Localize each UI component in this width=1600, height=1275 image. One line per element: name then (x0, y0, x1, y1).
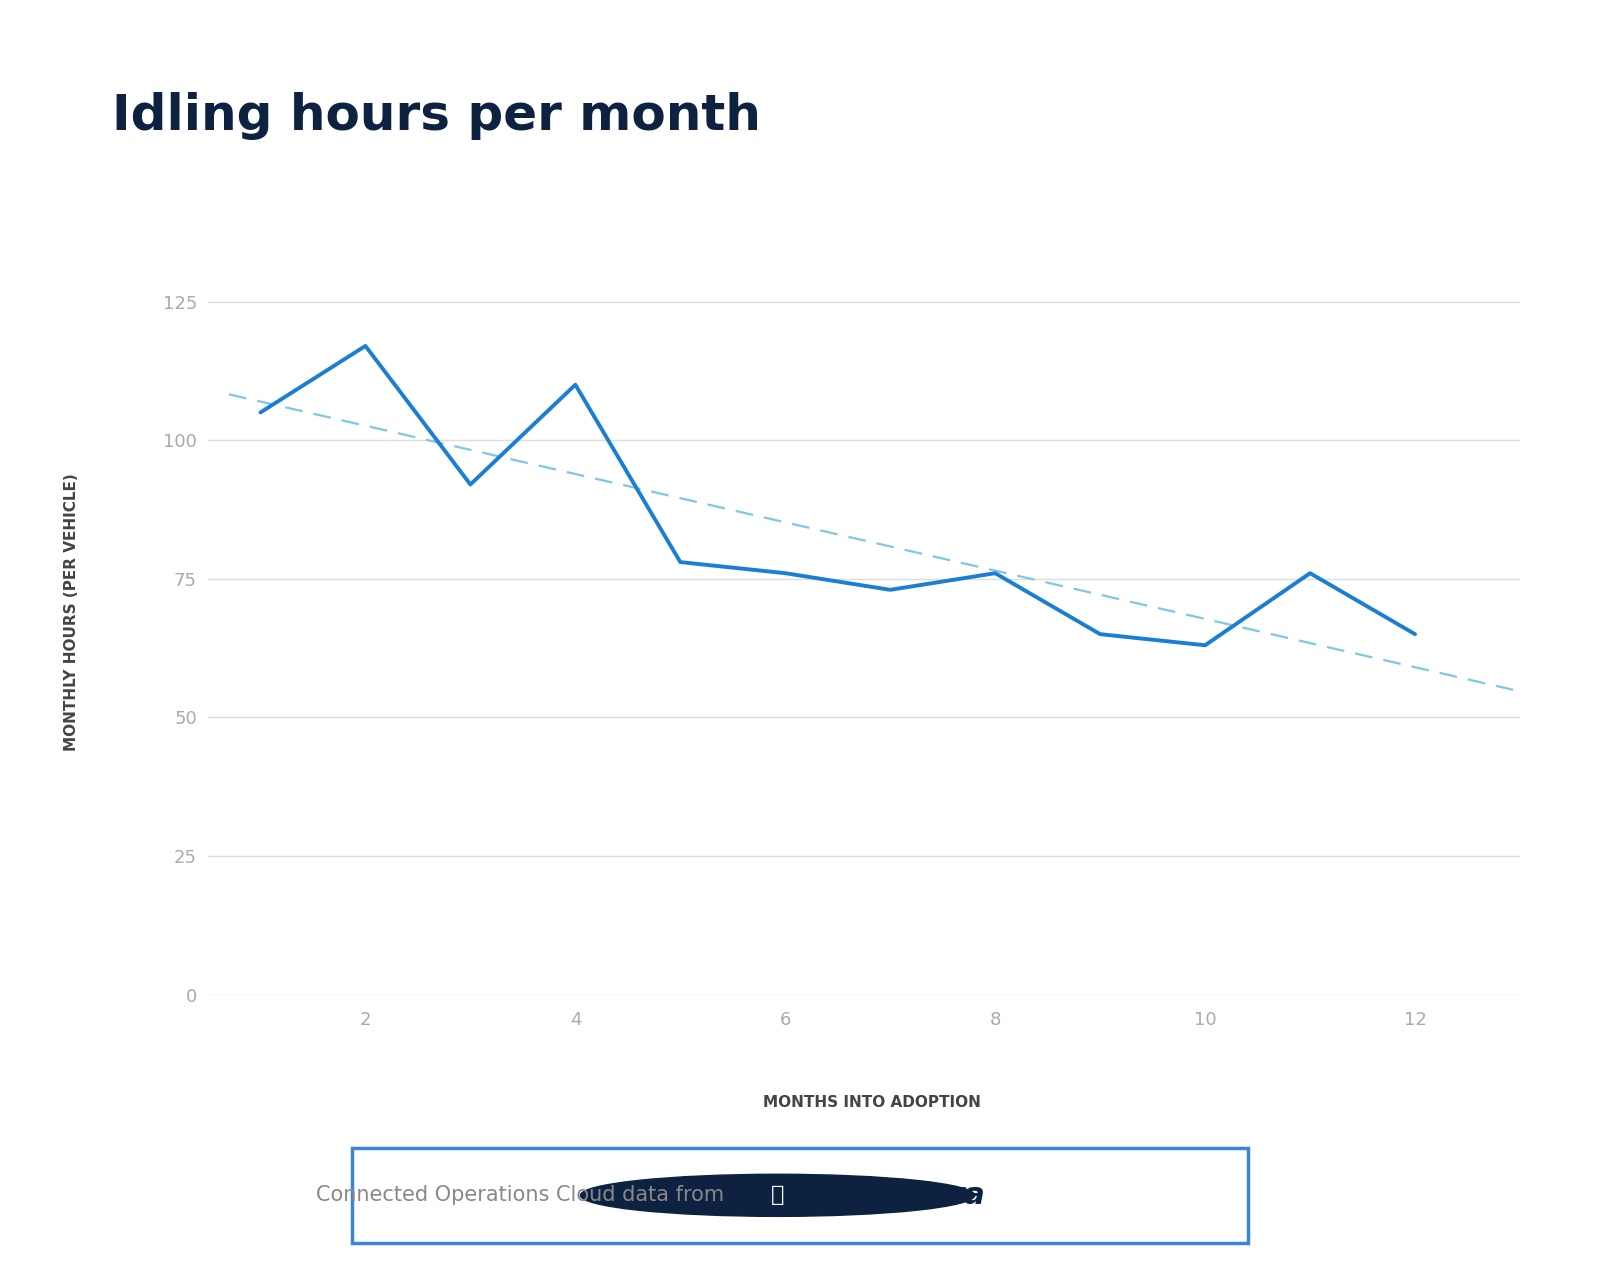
Text: 🦉: 🦉 (771, 1186, 784, 1205)
FancyBboxPatch shape (352, 1148, 1248, 1243)
Text: Connected Operations Cloud data from: Connected Operations Cloud data from (315, 1186, 723, 1205)
Text: MONTHS INTO ADOPTION: MONTHS INTO ADOPTION (763, 1095, 981, 1111)
Text: samsara: samsara (840, 1181, 986, 1210)
Text: MONTHLY HOURS (PER VEHICLE): MONTHLY HOURS (PER VEHICLE) (64, 473, 80, 751)
Circle shape (581, 1174, 974, 1216)
Text: Idling hours per month: Idling hours per month (112, 92, 762, 140)
